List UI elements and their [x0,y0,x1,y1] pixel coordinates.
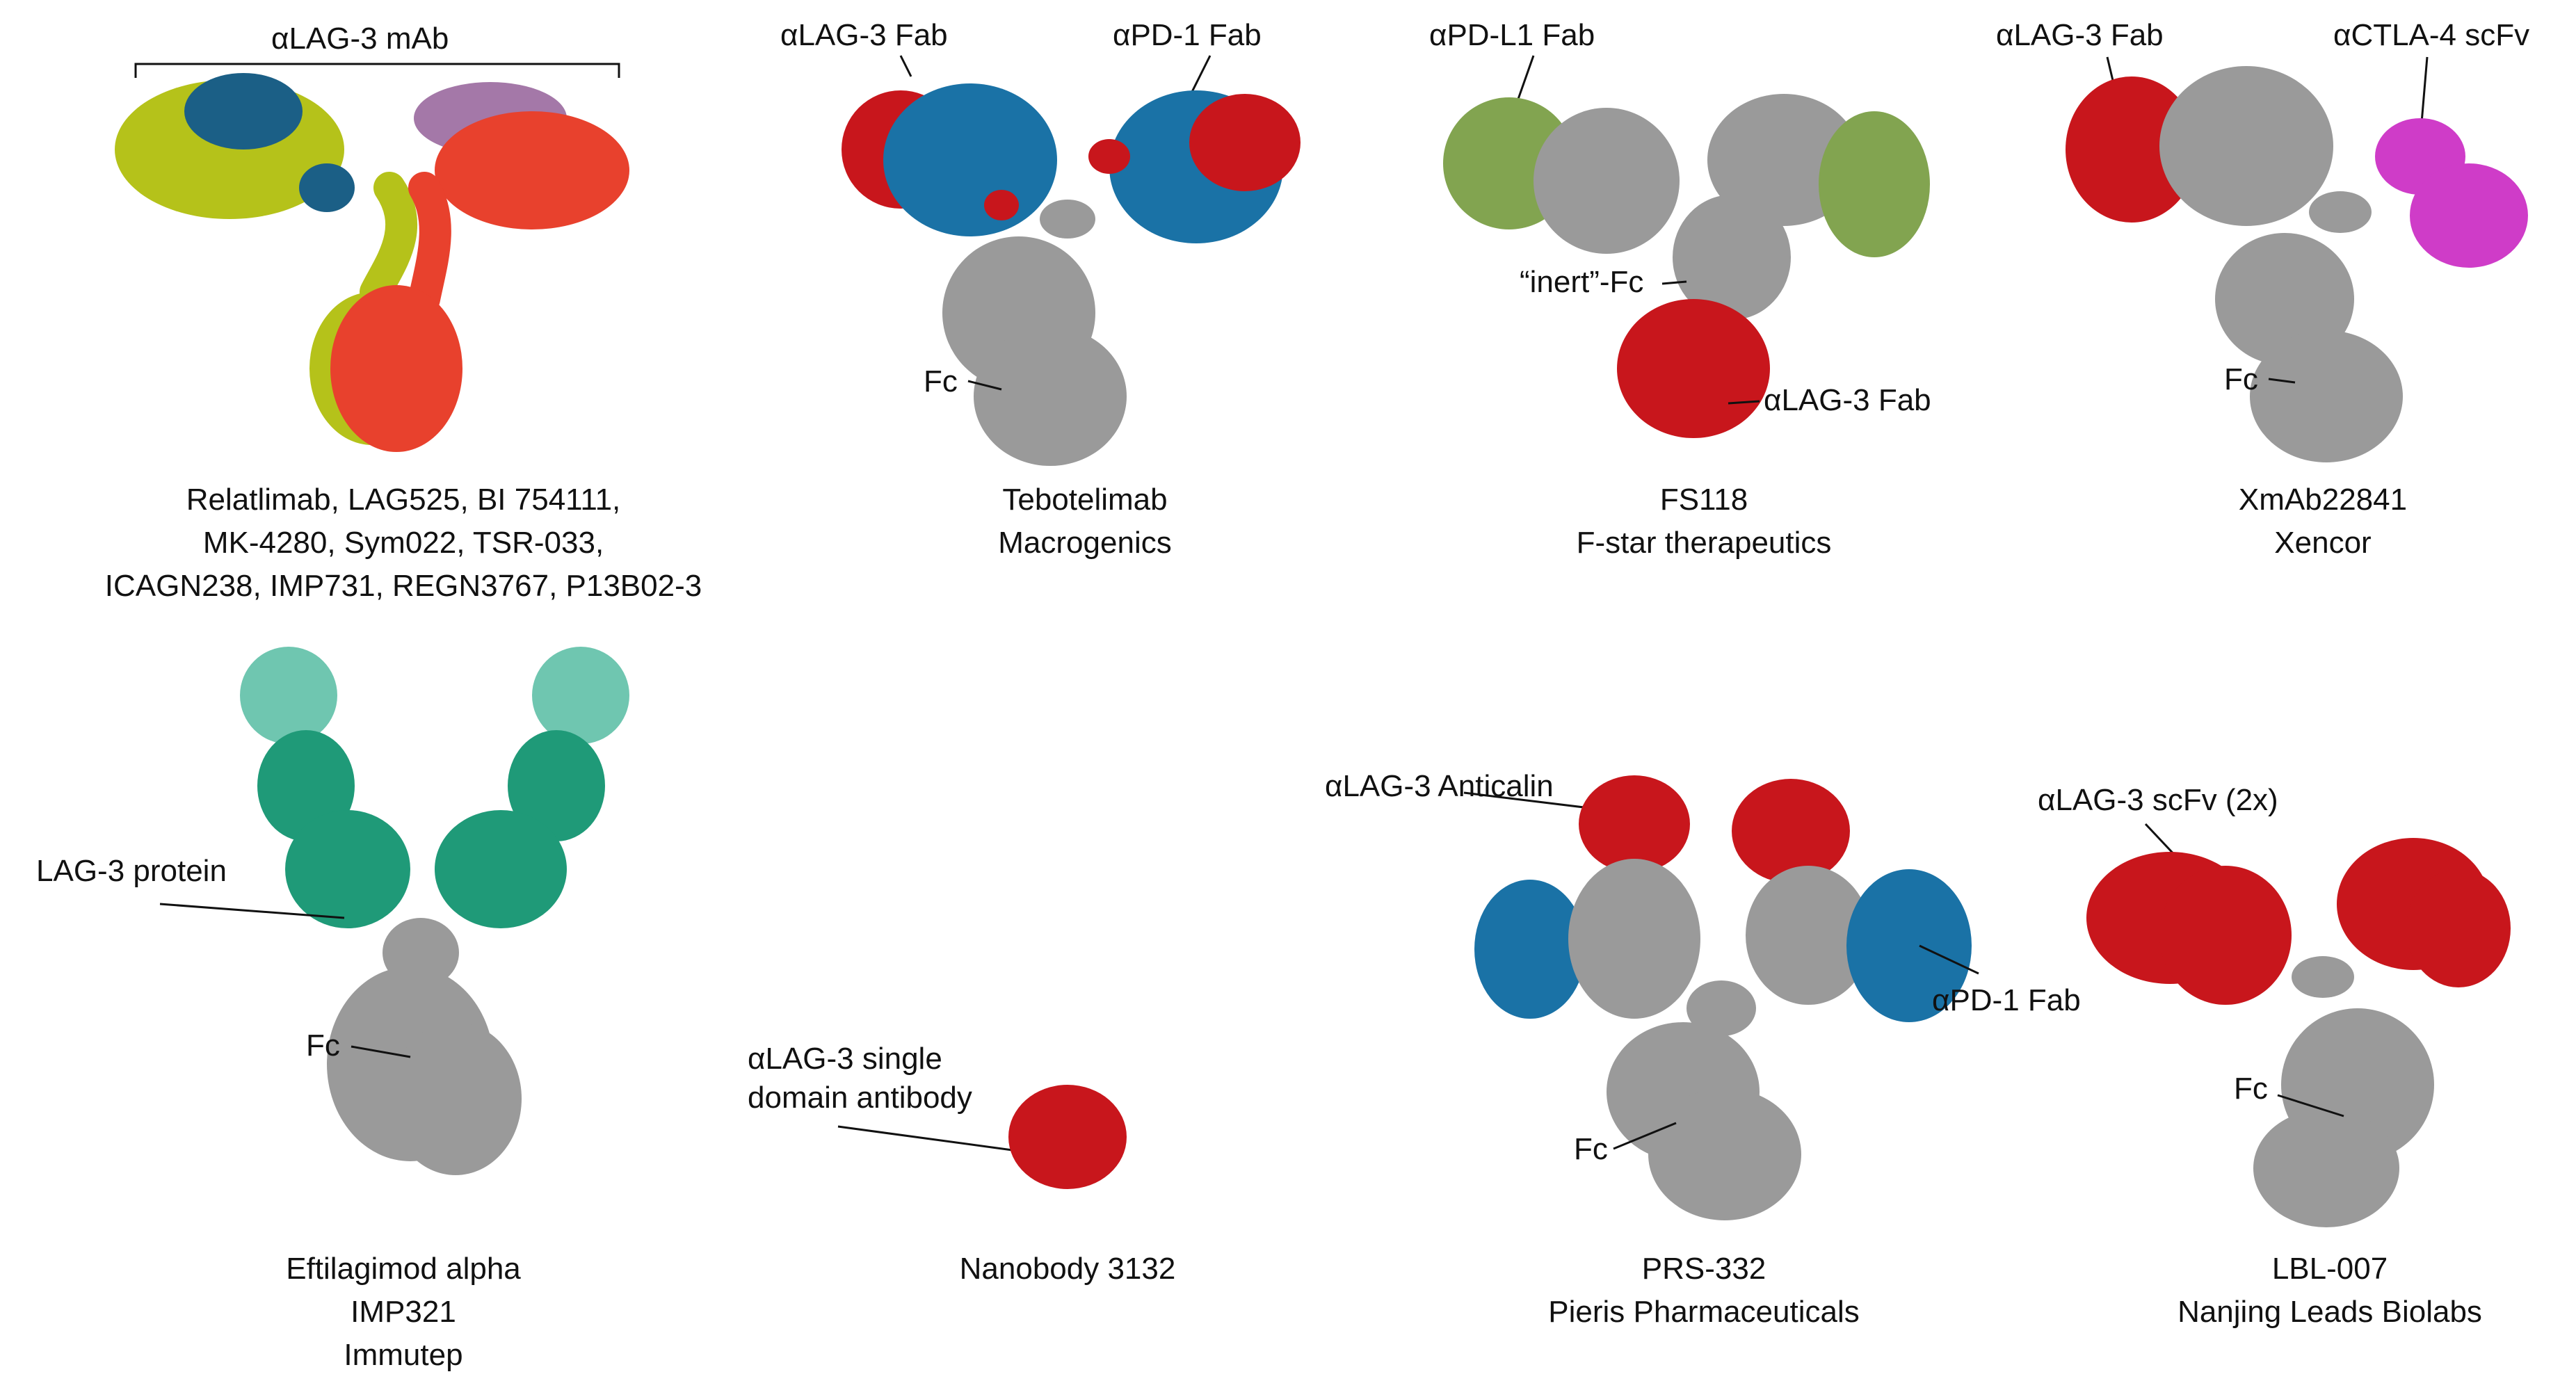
xmab-caption-line-2: Xencor [2274,526,2371,560]
nanobody-structure [1008,1085,1127,1189]
fs118-fab-label: αPD-L1 Fab [1429,18,1595,52]
fs118-caption-line-1: FS118 [1660,483,1748,517]
xmab-fc-label: Fc [2224,362,2258,396]
prs332-fab-label: αPD-1 Fab [1932,983,2081,1017]
fs118-fc-label: “inert”-Fc [1520,265,1643,299]
prs332-structure [1474,775,1972,1220]
lbl007-structure [2086,838,2511,1227]
mab-caption-line-1: Relatlimab, LAG525, BI 754111, [186,483,621,517]
eftilagimod-fc-label: Fc [306,1028,340,1063]
prs332-anticalin-label: αLAG-3 Anticalin [1325,769,1554,803]
eftilagimod-protein-leader [159,903,345,919]
mab-bracket [134,63,620,78]
panel-lbl007: αLAG-3 scFv (2x) Fc LBL-007 Nanjing Lead… [2038,783,2511,1329]
eftilagimod-fc-leader [351,1045,411,1058]
xmab-scfv-label: αCTLA-4 scFv [2333,18,2529,52]
xmab-fc-leader [2268,378,2296,384]
prs332-fab-leader [1919,944,1979,975]
fs118-caption-line-2: F-star therapeutics [1577,526,1832,560]
panel-fs118: αPD-L1 Fab “inert”-Fc αLAG-3 Fab FS118 F… [1429,18,1931,560]
tebotelimab-caption-line-1: Tebotelimab [1002,483,1167,517]
fs118-lag3-label: αLAG-3 Fab [1764,383,1931,417]
tebotelimab-fab-left-label: αLAG-3 Fab [780,18,948,52]
xmab-structure [2066,66,2528,462]
nanobody-leader [837,1125,1044,1156]
tebotelimab-fc-leader [967,380,1002,391]
lbl007-fc-leader [2277,1094,2344,1117]
lbl007-caption-line-2: Nanjing Leads Biolabs [2177,1295,2482,1329]
lbl007-fc-label: Fc [2234,1072,2268,1106]
prs332-fc-label: Fc [1574,1132,1608,1166]
panel-xmab22841: αLAG-3 Fab αCTLA-4 scFv Fc XmAb22841 Xen… [1996,18,2529,560]
eftilagimod-caption-line-2: IMP321 [351,1295,456,1329]
nanobody-caption-line-1: Nanobody 3132 [960,1252,1176,1286]
mab-structure [115,73,629,452]
eftilagimod-protein-label: LAG-3 protein [36,854,227,888]
mab-caption-line-2: MK-4280, Sym022, TSR-033, [203,526,604,560]
prs332-caption-line-2: Pieris Pharmaceuticals [1548,1295,1860,1329]
prs332-caption-line-1: PRS-332 [1642,1252,1766,1286]
panel-tebotelimab: αLAG-3 Fab αPD-1 Fab Fc Tebotelimab Macr… [780,18,1301,560]
mab-bracket-label: αLAG-3 mAb [271,22,449,56]
eftilagimod-caption-line-3: Immutep [344,1338,462,1372]
prs332-fc-leader [1613,1122,1677,1150]
fs118-lag3-leader [1728,400,1760,405]
nanobody-label-line-2: domain antibody [748,1081,972,1115]
panel-eftilagimod: LAG-3 protein Fc Eftilagimod alpha IMP32… [36,647,629,1372]
lbl007-scfv-label: αLAG-3 scFv (2x) [2038,783,2278,817]
tebotelimab-fab-right-label: αPD-1 Fab [1113,18,1262,52]
lbl007-caption-line-1: LBL-007 [2272,1252,2388,1286]
panel-lag3-mab: αLAG-3 mAb Relatlimab, LAG525, BI 754111… [105,22,702,603]
eftilagimod-structure [240,647,629,1175]
xmab-caption-line-1: XmAb22841 [2239,483,2407,517]
tebotelimab-fc-label: Fc [924,364,958,398]
panel-nanobody: αLAG-3 single domain antibody Nanobody 3… [748,1042,1175,1286]
nanobody-label-line-1: αLAG-3 single [748,1042,942,1076]
fs118-fc-leader [1661,280,1687,285]
tebotelimab-left-leader [899,55,912,77]
tebotelimab-caption-line-2: Macrogenics [998,526,1171,560]
eftilagimod-caption-line-1: Eftilagimod alpha [286,1252,521,1286]
panel-prs332: αLAG-3 Anticalin αPD-1 Fab Fc PRS-332 Pi… [1325,769,2081,1329]
tebotelimab-structure [842,83,1301,466]
xmab-fab-label: αLAG-3 Fab [1996,18,2164,52]
mab-caption-line-3: ICAGN238, IMP731, REGN3767, P13B02-3 [105,569,702,603]
